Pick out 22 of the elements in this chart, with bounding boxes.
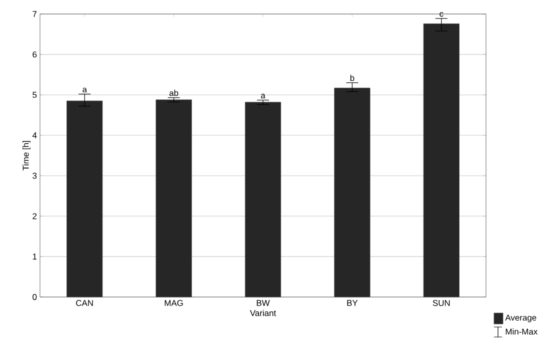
x-axis-title: Variant (250, 310, 276, 316)
y-tick-label: 2 (32, 213, 37, 220)
legend-label: Average (505, 314, 536, 322)
y-tick-label: 3 (32, 172, 37, 179)
x-tick-label: BY (347, 300, 358, 306)
y-tick-label: 7 (32, 11, 37, 17)
y-tick-label: 0 (32, 294, 37, 300)
annotation: b (350, 74, 354, 82)
annotation: a (82, 88, 87, 92)
annotation: ab (169, 90, 178, 96)
x-tick-label: SUN (432, 300, 450, 306)
text: Min-Max (506, 328, 538, 335)
y-axis-title: Time [h] (22, 140, 30, 170)
y-tick-label: 4 (32, 132, 37, 138)
annotation: c (440, 12, 444, 17)
x-tick-label: BW (256, 300, 270, 306)
y-tick-label: 1 (32, 254, 37, 260)
y-tick-label: 5 (32, 92, 37, 98)
x-tick-label: CAN (76, 300, 93, 306)
annotation: a (261, 94, 266, 98)
x-tick-label: MAG (164, 300, 183, 306)
y-tick-label: 6 (32, 51, 37, 58)
